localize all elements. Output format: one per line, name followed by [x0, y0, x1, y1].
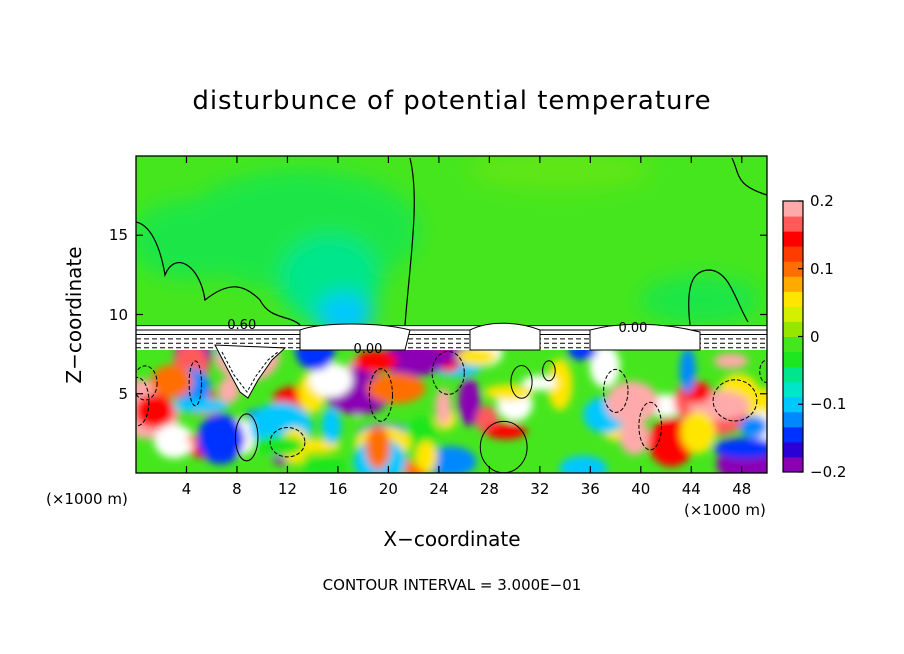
field-blob [154, 424, 195, 459]
colorbar-segment [783, 396, 803, 413]
contour-label: 0.60 [227, 318, 257, 334]
contour-line [269, 427, 306, 458]
field-blob [522, 375, 557, 391]
contour-line [542, 360, 556, 382]
colorbar-tick-label: −0.2 [810, 463, 847, 481]
contour-label: 0.00 [353, 341, 383, 357]
x-tick-label: 44 [681, 480, 701, 498]
field-blob [197, 413, 244, 465]
colorbar-segment [783, 216, 803, 232]
field-blob [484, 384, 533, 401]
field-blob [435, 388, 452, 425]
colorbar-segment [783, 381, 803, 398]
colorbar-segment [783, 261, 803, 277]
field-blob [380, 350, 448, 377]
colorbar-tick-label: 0.2 [810, 192, 834, 210]
colorbar-tick-label: −0.1 [810, 395, 847, 414]
field-blob [173, 398, 229, 414]
x-tick-label: 24 [429, 480, 449, 498]
x-axis-label: X−coordinate [383, 527, 521, 551]
x-tick-label: 48 [732, 480, 752, 498]
contour-line [136, 376, 150, 427]
x-tick-label: 12 [277, 480, 297, 498]
x-tick-label: 4 [181, 480, 192, 498]
field-blob [458, 377, 481, 426]
field-blob [365, 425, 391, 470]
field-blob [425, 446, 477, 473]
x-tick-label: 40 [631, 480, 651, 498]
field-blob [680, 411, 716, 454]
field-blob [367, 373, 426, 404]
y-axis-label: Z−coordinate [62, 246, 86, 384]
field-blob [321, 407, 342, 445]
field-blob [713, 353, 749, 369]
field-layer [136, 156, 767, 473]
field-blob [605, 381, 659, 425]
field-blob [679, 350, 696, 394]
field-blob [713, 437, 767, 459]
field-blob [589, 350, 620, 388]
field-blob [301, 457, 348, 473]
contour-line [136, 365, 158, 401]
colorbar-segment [783, 321, 803, 337]
field-blob [295, 350, 335, 371]
field-blob [567, 350, 597, 361]
x-tick-label: 8 [232, 480, 242, 498]
colorbar-segment [783, 306, 803, 322]
contour-line [510, 365, 533, 399]
x-tick-label: 20 [378, 480, 398, 498]
contour-line [431, 350, 465, 395]
y-tick-label: 15 [108, 226, 128, 245]
colorbar-segment [783, 351, 803, 368]
field-blob [739, 415, 767, 438]
contour-line [188, 360, 203, 407]
colorbar-segment [783, 441, 803, 458]
colorbar-segment [783, 291, 803, 307]
colorbar-tick-label: 0 [810, 327, 820, 346]
colorbar [783, 201, 803, 473]
contour-interval-note: CONTOUR INTERVAL = 3.000E−01 [322, 576, 582, 594]
colorbar-segment [783, 411, 803, 428]
x-unit-label: (×1000 m) [684, 501, 766, 519]
y-tick-label: 5 [118, 384, 128, 403]
field-blob [485, 423, 527, 440]
field-blob [251, 435, 304, 456]
field-blob [457, 350, 497, 366]
colorbar-segment [783, 336, 803, 353]
contour-line [759, 359, 767, 383]
contour-line [368, 368, 393, 422]
field-blob [354, 350, 398, 372]
colorbar-segment [783, 231, 803, 247]
y-tick-label: 10 [108, 305, 128, 324]
colorbar-segment [783, 276, 803, 292]
colorbar-tick-label: 0.1 [810, 259, 834, 278]
contour-label: 0.00 [618, 321, 648, 337]
field-blob [217, 377, 240, 404]
colorbar-segment [783, 246, 803, 262]
x-tick-label: 36 [580, 480, 600, 498]
field-blob [309, 362, 353, 398]
colorbar-segment [783, 366, 803, 383]
colorbar-segment [783, 201, 803, 217]
field-blob [559, 455, 608, 473]
x-tick-label: 16 [328, 480, 348, 498]
contour-line [603, 368, 629, 413]
contour-line [638, 401, 663, 451]
x-tick-label: 28 [479, 480, 499, 498]
colorbar-segment [783, 456, 803, 473]
y-unit-label: (×1000 m) [46, 490, 128, 508]
field-blob [150, 364, 193, 399]
colorbar-segment [783, 426, 803, 443]
field-blob [547, 358, 573, 411]
contour-line [234, 413, 259, 462]
field-blob [415, 440, 438, 473]
chart-title: disturbunce of potential temperature [192, 86, 712, 116]
field-blob [619, 419, 650, 455]
contour-line [712, 379, 758, 422]
x-tick-label: 32 [530, 480, 550, 498]
